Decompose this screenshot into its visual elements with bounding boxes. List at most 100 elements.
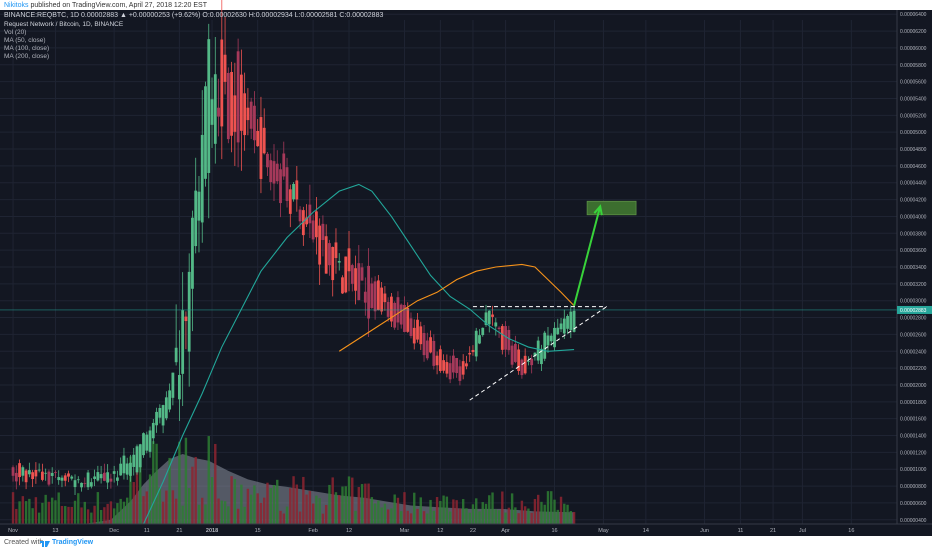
volume-bar [256,493,259,524]
volume-bar [341,486,344,524]
candle-body [442,360,446,371]
volume-bar [44,494,47,524]
volume-bar [543,504,546,524]
published-text: published on TradingView.com, April 27, … [28,2,208,9]
indicator-volume[interactable]: Vol (20) [4,29,27,36]
candle-body [497,327,501,330]
volume-bar [41,502,44,524]
volume-bar [220,500,224,524]
volume-bar [527,508,530,524]
candle-body [301,210,305,236]
volume-bar [338,495,341,524]
indicator-ma200[interactable]: MA (200, close) [4,53,50,60]
candle-body [478,335,481,344]
volume-bar [112,508,116,524]
volume-bar [520,500,524,524]
volume-bar [31,508,34,524]
candle-body [438,349,442,371]
candle-body [517,349,521,371]
volume-bar [285,506,289,524]
candle-body [530,358,534,366]
published-line: Nikitoks published on TradingView.com, A… [4,1,207,10]
candle-body [168,390,172,410]
ma100-line [338,263,575,352]
volume-bar [282,513,285,524]
volume-bar [142,496,145,524]
volume-bar [249,494,253,524]
candle-body [285,167,289,201]
volume-bar [289,488,292,524]
volume-bar [28,498,31,524]
candle-body [376,280,380,311]
candle-body [21,467,25,476]
volume-bar [481,502,484,524]
volume-bar [556,509,559,524]
volume-bar [253,485,256,524]
candle-body [37,469,41,471]
volume-bar [416,508,419,524]
volume-bar [174,498,178,524]
price-chart[interactable]: 0.00006400 0.00006200 0.00006000 0.00005800… [0,0,932,536]
author-link[interactable]: Nikitoks [4,2,29,9]
candle-body [213,74,217,144]
volume-bar [263,497,266,524]
volume-bar [67,506,70,524]
candle-body [246,107,250,121]
volume-bar [311,503,315,524]
volume-bar [471,504,475,524]
candle-body [341,277,344,294]
candle-body [125,463,129,475]
volume-bar [178,441,181,524]
volume-bar [559,496,563,524]
candle-body [367,265,370,319]
candle-body [553,327,556,348]
volume-bar [445,496,449,524]
price-tick-label: 0.00002000 [900,383,927,389]
indicator-ma50[interactable]: MA (50, close) [4,37,46,44]
candle-body [282,153,286,177]
volume-bar [227,506,230,524]
candle-body [373,281,377,312]
candle-body [347,248,351,272]
volume-bar [367,483,370,524]
volume-bar [331,477,334,524]
candle-body [266,153,269,168]
candle-body [197,191,201,221]
candle-body [504,326,507,350]
volume-bar [11,492,15,524]
volume-bar [171,490,175,524]
candle-body [226,72,230,140]
candle-body [510,345,514,365]
candle-body [200,134,204,223]
current-price-label: 0.00002883 [900,308,927,314]
candle-body [425,340,429,359]
candle-body [533,352,537,357]
candle-body [184,316,188,322]
tradingview-logo-icon [40,541,50,547]
candle-body [520,359,524,376]
candle-body [67,473,70,477]
indicator-ma100[interactable]: MA (100, close) [4,45,50,52]
volume-bar [429,499,432,524]
price-tick-label: 0.00003000 [900,299,927,305]
candle-body [239,74,243,131]
time-tick-label: 12 [346,528,352,534]
volume-bar [373,503,377,524]
volume-bar [116,503,119,524]
candle-body [305,217,309,225]
time-tick-label: Feb [308,528,317,534]
tradingview-brand[interactable]: TradingView [52,539,94,546]
time-tick-label: Mar [400,528,410,534]
volume-bar [197,504,201,524]
volume-bar [57,492,60,524]
candle-body [566,316,569,329]
candle-body [363,291,367,303]
candle-body [445,362,449,374]
volume-bar [439,500,442,524]
volume-bar [465,508,468,524]
time-tick-label: Nov [8,528,18,534]
volume-bar [321,513,325,524]
candle-body [54,472,57,473]
volume-bar [537,494,540,524]
volume-bar [99,509,103,524]
